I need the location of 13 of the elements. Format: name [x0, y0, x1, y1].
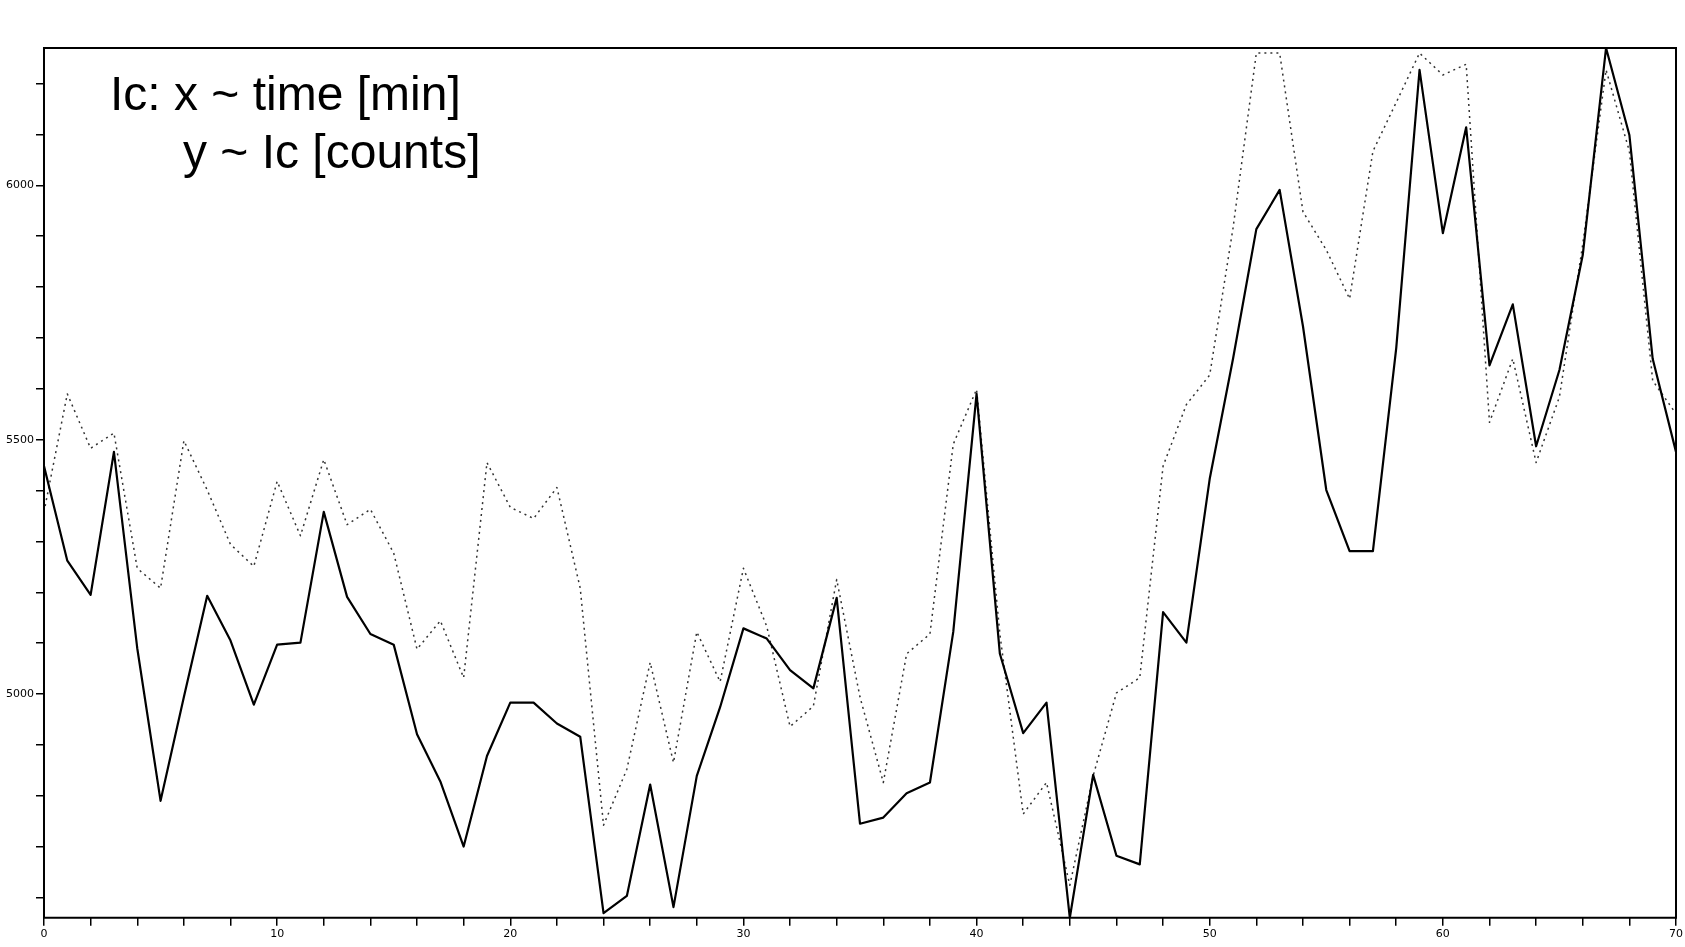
y-tick-label: 6000: [5, 178, 34, 192]
x-tick-label: 60: [1435, 927, 1450, 941]
annotation: Ic: x ~ time [min]: [109, 67, 461, 120]
x-tick-label: 20: [503, 927, 518, 941]
x-tick-label: 10: [270, 927, 285, 941]
y-tick-label: 5500: [5, 432, 34, 446]
x-tick-label: 50: [1202, 927, 1217, 941]
x-tick-label: 0: [40, 927, 48, 941]
y-tick-label: 5000: [5, 686, 34, 700]
x-tick-label: 40: [969, 927, 984, 941]
x-tick-label: 70: [1669, 927, 1683, 941]
x-tick-label: 30: [736, 927, 751, 941]
annotation: y ~ Ic [counts]: [182, 125, 481, 178]
